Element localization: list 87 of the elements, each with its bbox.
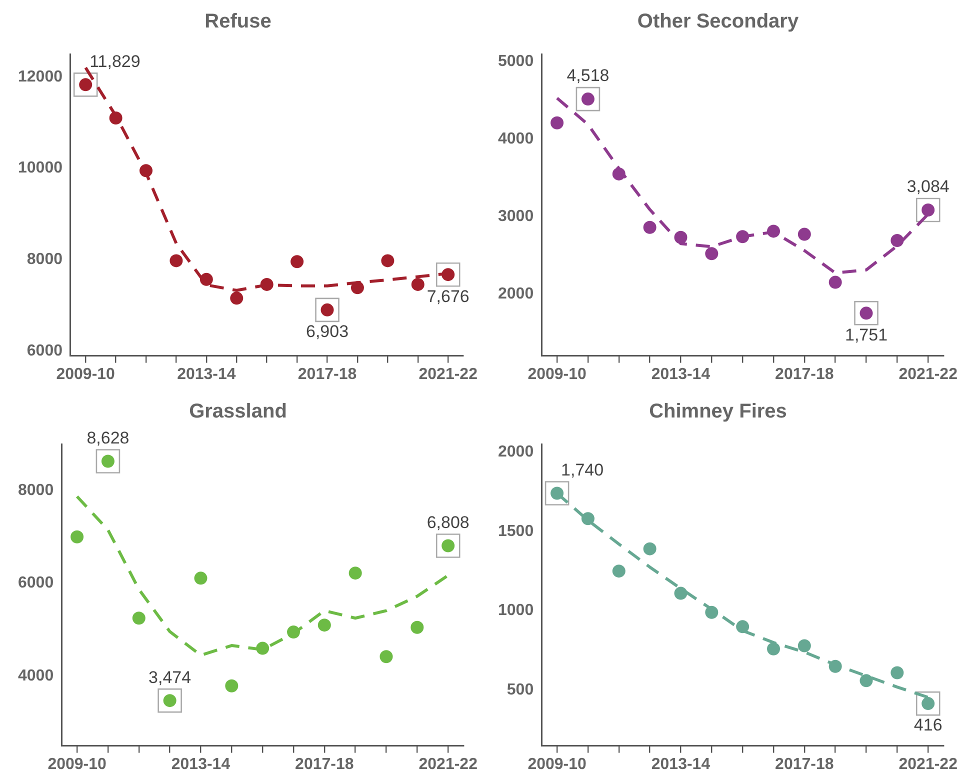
- point: [705, 247, 718, 260]
- point: [736, 620, 750, 634]
- point: [581, 512, 594, 526]
- point: [890, 666, 904, 680]
- annotation: 7,676: [426, 286, 470, 306]
- point: [612, 167, 626, 180]
- point: [828, 276, 842, 289]
- point: [287, 626, 300, 639]
- point: [612, 564, 626, 578]
- point: [70, 530, 84, 544]
- x-tick-label: 2009-10: [56, 366, 116, 383]
- x-tick-label: 2009-10: [528, 366, 587, 383]
- point: [705, 606, 718, 619]
- x-tick-label: 2017-18: [775, 366, 834, 383]
- point: [230, 292, 244, 305]
- y-tick-label: 8000: [18, 482, 54, 499]
- x-tick-label: 2017-18: [775, 756, 834, 773]
- point: [381, 254, 394, 268]
- y-tick-label: 500: [506, 682, 534, 699]
- annotation: 1,740: [561, 460, 604, 480]
- point: [767, 224, 780, 238]
- y-tick-label: 6000: [26, 342, 63, 360]
- point: [643, 220, 656, 234]
- annotation: 8,628: [86, 428, 130, 448]
- x-tick-label: 2017-18: [295, 756, 354, 773]
- point: [348, 566, 362, 580]
- y-tick-label: 8000: [26, 251, 63, 268]
- x-tick-label: 2013-14: [651, 756, 710, 773]
- point: [290, 255, 304, 268]
- point: [380, 650, 393, 664]
- point: [674, 230, 688, 244]
- point: [132, 612, 146, 625]
- chart-title: Chimney Fires: [649, 400, 787, 423]
- x-tick-label: 2013-14: [651, 366, 710, 383]
- chart-title: Refuse: [204, 10, 272, 33]
- point: [200, 272, 213, 286]
- annotation: 6,903: [306, 322, 349, 342]
- y-tick-label: 1500: [498, 522, 534, 540]
- point: [411, 278, 424, 291]
- x-tick-label: 2021-22: [418, 756, 478, 773]
- chart-title: Other Secondary: [637, 10, 800, 33]
- chart-title: Grassland: [189, 400, 287, 423]
- y-tick-label: 6000: [18, 574, 54, 592]
- point: [109, 112, 122, 125]
- point: [410, 620, 424, 634]
- point: [550, 116, 564, 130]
- point: [256, 642, 270, 655]
- y-tick-label: 12000: [18, 68, 63, 86]
- x-tick-label: 2009-10: [528, 756, 587, 773]
- point: [170, 254, 183, 268]
- annotation: 4,518: [566, 66, 610, 86]
- x-tick-label: 2021-22: [898, 756, 958, 773]
- point: [674, 586, 688, 600]
- y-tick-label: 4000: [498, 130, 534, 148]
- point: [890, 234, 904, 247]
- point: [318, 618, 331, 632]
- y-tick-label: 5000: [498, 53, 534, 70]
- point: [140, 164, 153, 178]
- point: [225, 679, 238, 692]
- point: [798, 228, 811, 241]
- y-tick-label: 1000: [498, 602, 534, 620]
- y-tick-label: 2000: [498, 285, 534, 302]
- point: [767, 642, 780, 656]
- y-tick-label: 4000: [18, 668, 54, 685]
- x-tick-label: 2021-22: [418, 366, 478, 383]
- point: [260, 278, 274, 291]
- annotation: 11,829: [90, 52, 140, 71]
- point: [643, 542, 656, 556]
- y-tick-label: 3000: [498, 208, 534, 225]
- y-tick-label: 10000: [18, 160, 63, 177]
- x-tick-label: 2009-10: [48, 756, 107, 773]
- x-tick-label: 2017-18: [298, 366, 357, 383]
- x-tick-label: 2021-22: [898, 366, 958, 383]
- x-tick-label: 2013-14: [177, 366, 236, 383]
- x-tick-label: 2013-14: [171, 756, 230, 773]
- point: [194, 572, 208, 585]
- annotation: 3,084: [906, 177, 950, 196]
- point: [736, 230, 750, 244]
- point: [350, 281, 364, 294]
- point: [798, 639, 811, 652]
- annotation: 1,751: [844, 325, 888, 344]
- point: [860, 674, 873, 688]
- annotation: 6,808: [426, 512, 470, 532]
- y-tick-label: 2000: [498, 443, 534, 460]
- point: [828, 660, 842, 673]
- annotation: 416: [914, 716, 942, 735]
- annotation: 3,474: [148, 668, 192, 687]
